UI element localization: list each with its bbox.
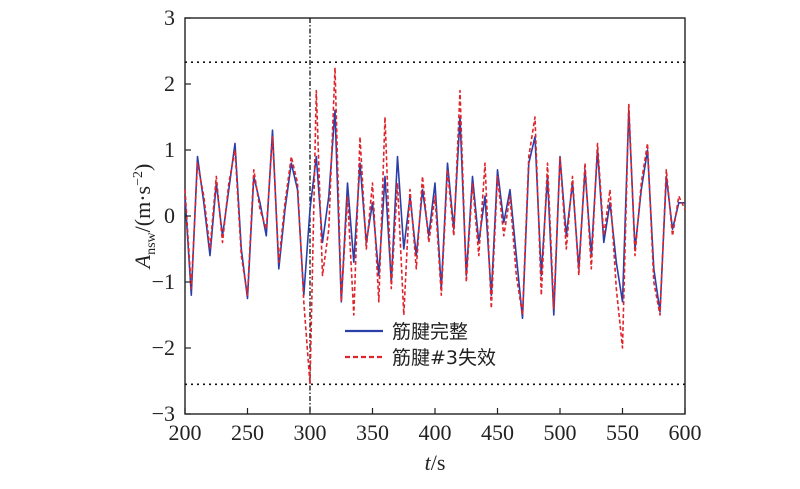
x-tick-label: 250 [231,420,264,445]
x-tick-label: 200 [169,420,202,445]
x-tick-label: 350 [356,420,389,445]
x-axis-label-unit: /s [431,450,446,475]
y-axis-label-unit-post: ) [130,164,155,171]
legend-label-intact: 筋腱完整 [392,321,468,343]
y-axis-label-unit-pre: /(m·s [130,186,155,232]
series-line-0 [184,109,685,320]
y-axis-label-sub: nsw [144,231,159,254]
series-layer [184,66,686,386]
x-axis-label-var: t [425,450,432,475]
y-axis-label: Answ/(m·s−2) [130,164,159,271]
y-tick-label: 0 [164,203,175,228]
y-tick-label: 1 [164,137,175,162]
y-axis: −3 −2 −1 0 1 2 3 [152,5,191,426]
x-tick-label: 400 [419,420,452,445]
y-tick-label: −1 [152,269,175,294]
x-axis-label: t/s [425,450,446,475]
y-axis-label-unit-exp: −2 [131,171,146,186]
y-tick-label: −2 [152,335,175,360]
x-tick-label: 300 [294,420,327,445]
x-tick-label: 500 [544,420,577,445]
y-tick-label: −3 [152,401,175,426]
y-tick-label: 2 [164,71,175,96]
x-tick-label: 600 [669,420,702,445]
series-line-1 [184,66,686,386]
y-tick-label: 3 [164,5,175,30]
x-tick-label: 550 [606,420,639,445]
legend: 筋腱完整 筋腱#3失效 [345,321,496,369]
x-tick-label: 450 [481,420,514,445]
legend-label-failed: 筋腱#3失效 [392,347,496,369]
y-axis-label-var: A [130,254,155,270]
x-axis: 200 250 300 350 400 450 500 550 600 [169,408,702,445]
